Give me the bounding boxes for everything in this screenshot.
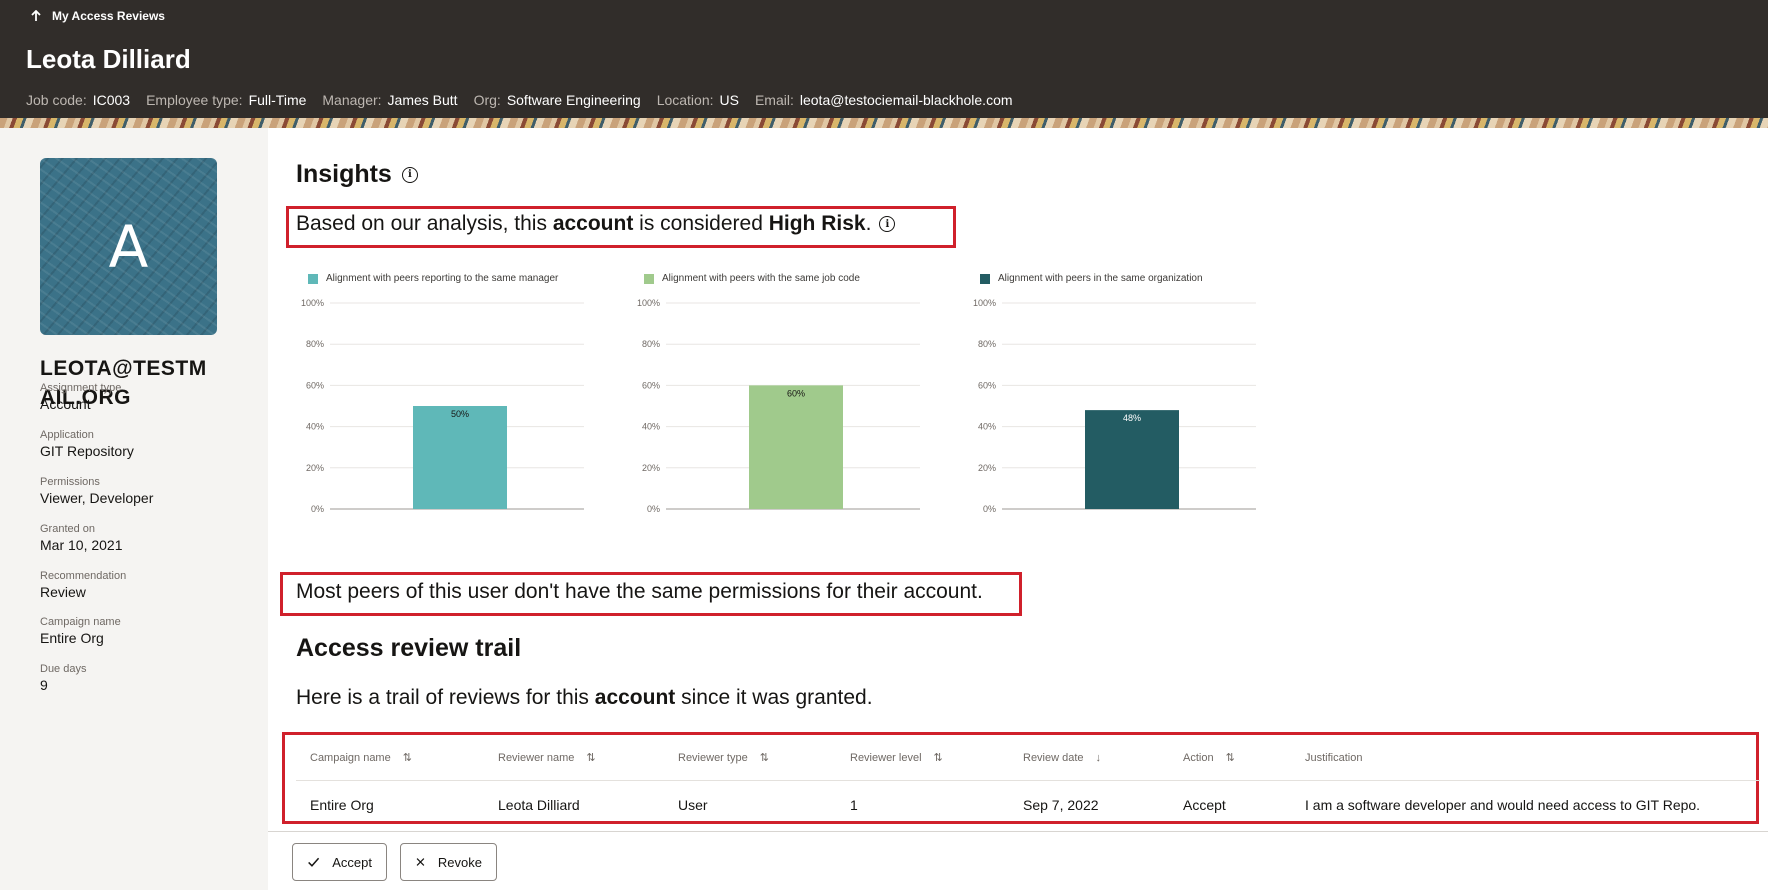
y-tick-label: 20% (306, 463, 324, 473)
detail-permissions: Permissions Viewer, Developer (40, 476, 154, 506)
table-row[interactable]: Entire Org Leota Dilliard User 1 Sep 7, … (296, 781, 1760, 829)
decorative-stripe (0, 118, 1768, 128)
bar-value-label: 50% (451, 409, 469, 419)
cell-review-date: Sep 7, 2022 (1023, 797, 1099, 813)
detail-application: Application GIT Repository (40, 429, 134, 459)
cell-justification: I am a software developer and would need… (1305, 797, 1701, 813)
y-tick-label: 60% (306, 380, 324, 390)
y-tick-label: 20% (978, 463, 996, 473)
chart-job-code-peers: Alignment with peers with the same job c… (632, 270, 962, 570)
insights-heading: Insights i (296, 160, 418, 189)
legend-swatch (644, 273, 654, 284)
y-tick-label: 80% (978, 339, 996, 349)
close-icon (416, 858, 425, 866)
bar-chart: 0% 20% 40% 60% 80% 100% 48% (973, 298, 1256, 514)
legend-swatch (308, 273, 318, 284)
account-sidebar: A LEOTA@TESTMAIL.ORG Assignment type Acco… (0, 128, 268, 890)
bar-value-label: 48% (1123, 413, 1141, 423)
back-link[interactable]: My Access Reviews (30, 9, 165, 23)
y-tick-label: 80% (642, 339, 660, 349)
meta-employee-type: Employee type: Full-Time (146, 92, 307, 108)
y-tick-label: 0% (983, 504, 996, 514)
detail-campaign-name: Campaign name Entire Org (40, 616, 121, 646)
user-meta-row: Job code: IC003 Employee type: Full-Time M… (26, 92, 1013, 108)
sort-icon[interactable]: ⇅ (933, 752, 943, 764)
meta-location: Location: US (656, 92, 739, 108)
legend-swatch (980, 273, 990, 284)
accept-button[interactable]: Accept (292, 843, 387, 881)
y-tick-label: 0% (647, 504, 660, 514)
chart-legend: Alignment with peers reporting to the sa… (308, 273, 558, 284)
chart-legend: Alignment with peers with the same job c… (644, 273, 860, 284)
page-title: Leota Dilliard (26, 44, 191, 74)
y-tick-label: 60% (642, 380, 660, 390)
y-tick-label: 100% (973, 298, 996, 308)
sort-desc-icon[interactable]: ↓ (1095, 751, 1102, 764)
col-action[interactable]: Action ⇅ (1183, 751, 1235, 765)
risk-statement: Based on our analysis, this account is c… (296, 212, 896, 236)
detail-due-days: Due days 9 (40, 663, 87, 693)
y-tick-label: 40% (978, 422, 996, 432)
arrow-up-icon (31, 10, 41, 21)
info-icon[interactable]: i (401, 166, 418, 183)
page-header: My Access Reviews Leota Dilliard Job cod… (0, 0, 1768, 128)
highlight-box (286, 206, 956, 248)
cell-action: Accept (1183, 797, 1226, 813)
cell-campaign-name: Entire Org (310, 797, 374, 813)
cell-reviewer-name: Leota Dilliard (498, 797, 580, 813)
highlight-box (280, 572, 1022, 616)
bar-value-label: 60% (787, 388, 805, 398)
chart-bar[interactable] (1085, 410, 1179, 509)
avatar-letter: A (108, 212, 149, 281)
bar-chart: 0% 20% 40% 60% 80% 100% 60% (637, 298, 920, 514)
sort-icon[interactable]: ⇅ (1225, 752, 1235, 764)
col-reviewer-name[interactable]: Reviewer name ⇅ (498, 751, 596, 765)
col-reviewer-type[interactable]: Reviewer type ⇅ (678, 751, 769, 765)
chart-org-peers: Alignment with peers in the same organiz… (968, 270, 1298, 570)
peers-message: Most peers of this user don't have the s… (296, 580, 983, 603)
sort-icon[interactable]: ⇅ (759, 752, 769, 764)
highlight-box (282, 732, 1759, 824)
y-tick-label: 40% (306, 422, 324, 432)
y-tick-label: 0% (311, 504, 324, 514)
chart-manager-peers: Alignment with peers reporting to the sa… (296, 270, 626, 570)
col-reviewer-level[interactable]: Reviewer level ⇅ (850, 751, 943, 765)
chart-bar[interactable] (749, 385, 843, 509)
sort-icon[interactable]: ⇅ (402, 752, 412, 764)
y-tick-label: 20% (642, 463, 660, 473)
avatar: A (40, 158, 217, 335)
bar-chart: 0% 20% 40% 60% 80% 100% 50% (301, 298, 584, 514)
main-content: Insights i Based on our analysis, this a… (268, 128, 1768, 890)
detail-recommendation: Recommendation Review (40, 570, 127, 600)
meta-email: Email: leota@testociemail-blackhole.com (754, 92, 1013, 108)
risk-info-icon[interactable]: i (879, 216, 896, 232)
detail-assignment-type: Assignment type Account (40, 382, 122, 412)
detail-granted-on: Granted on Mar 10, 2021 (40, 523, 123, 553)
col-justification: Justification (1305, 751, 1363, 764)
trail-heading: Access review trail (296, 634, 522, 662)
back-link-label: My Access Reviews (52, 9, 165, 23)
account-name: LEOTA@TESTMAIL.ORG (40, 357, 207, 409)
chart-legend: Alignment with peers in the same organiz… (980, 273, 1203, 284)
meta-org: Org: Software Engineering (473, 92, 641, 108)
y-tick-label: 100% (637, 298, 660, 308)
y-tick-label: 100% (301, 298, 324, 308)
checkmark-icon (308, 857, 320, 867)
col-review-date[interactable]: Review date ↓ (1023, 751, 1102, 764)
cell-reviewer-level: 1 (850, 797, 858, 813)
meta-job-code: Job code: IC003 (26, 92, 131, 108)
chart-bar[interactable] (413, 406, 507, 509)
y-tick-label: 80% (306, 339, 324, 349)
y-tick-label: 40% (642, 422, 660, 432)
cell-reviewer-type: User (678, 797, 708, 813)
review-trail-table: Campaign name ⇅ Reviewer name ⇅ Reviewer t… (296, 735, 1760, 829)
col-campaign-name[interactable]: Campaign name ⇅ (310, 751, 412, 765)
action-bar: Accept Revoke (268, 831, 1768, 890)
meta-manager: Manager: James Butt (322, 92, 458, 108)
sort-icon[interactable]: ⇅ (586, 752, 596, 764)
table-header: Campaign name ⇅ Reviewer name ⇅ Reviewer t… (296, 735, 1760, 781)
trail-description: Here is a trail of reviews for this acco… (296, 686, 873, 709)
y-tick-label: 60% (978, 380, 996, 390)
revoke-button[interactable]: Revoke (400, 843, 497, 881)
